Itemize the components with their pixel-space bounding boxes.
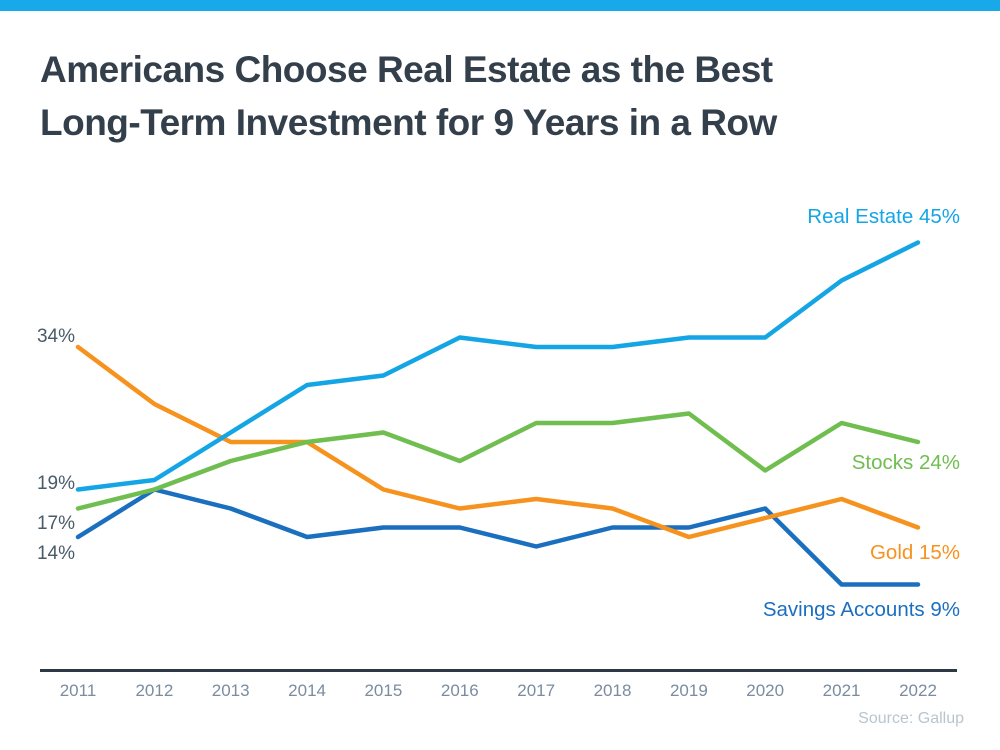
x-axis-label-2022: 2022 bbox=[899, 681, 937, 700]
left-value-label-17: 17% bbox=[36, 513, 75, 534]
x-axis-label-2018: 2018 bbox=[593, 681, 632, 700]
source-credit: Source: Gallup bbox=[858, 710, 964, 727]
chart-title-line2: Long-Term Investment for 9 Years in a Ro… bbox=[40, 101, 777, 143]
x-axis-line bbox=[40, 669, 957, 672]
x-axis-label-2011: 2011 bbox=[59, 681, 97, 700]
x-axis-label-2019: 2019 bbox=[669, 681, 708, 700]
series-end-label-gold: Gold 15% bbox=[869, 541, 960, 564]
x-axis-label-2015: 2015 bbox=[364, 681, 403, 700]
x-axis-label-2020: 2020 bbox=[746, 681, 785, 700]
series-end-label-savings: Savings Accounts 9% bbox=[762, 598, 960, 621]
x-axis-label-2016: 2016 bbox=[440, 681, 479, 700]
x-axis-label-2014: 2014 bbox=[288, 681, 326, 700]
left-value-label-34: 34% bbox=[36, 326, 75, 347]
series-line-savings bbox=[75, 487, 921, 587]
left-value-label-14: 14% bbox=[36, 543, 75, 564]
chart-title-line1: Americans Choose Real Estate as the Best bbox=[40, 49, 773, 90]
x-axis-label-2013: 2013 bbox=[211, 681, 250, 700]
series-end-label-real_estate: Real Estate 45% bbox=[807, 205, 960, 228]
x-axis-label-2017: 2017 bbox=[517, 681, 556, 700]
series-line-real_estate bbox=[75, 240, 921, 492]
series-line-stocks bbox=[75, 411, 921, 511]
series-line-gold bbox=[75, 344, 921, 540]
top-accent-bar bbox=[0, 0, 1000, 11]
x-axis-label-2021: 2021 bbox=[822, 681, 861, 700]
left-value-label-19: 19% bbox=[36, 473, 75, 494]
chart-title: Americans Choose Real Estate as the Best… bbox=[40, 44, 970, 150]
series-end-label-stocks: Stocks 24% bbox=[851, 451, 960, 474]
x-axis-label-2012: 2012 bbox=[135, 681, 174, 700]
